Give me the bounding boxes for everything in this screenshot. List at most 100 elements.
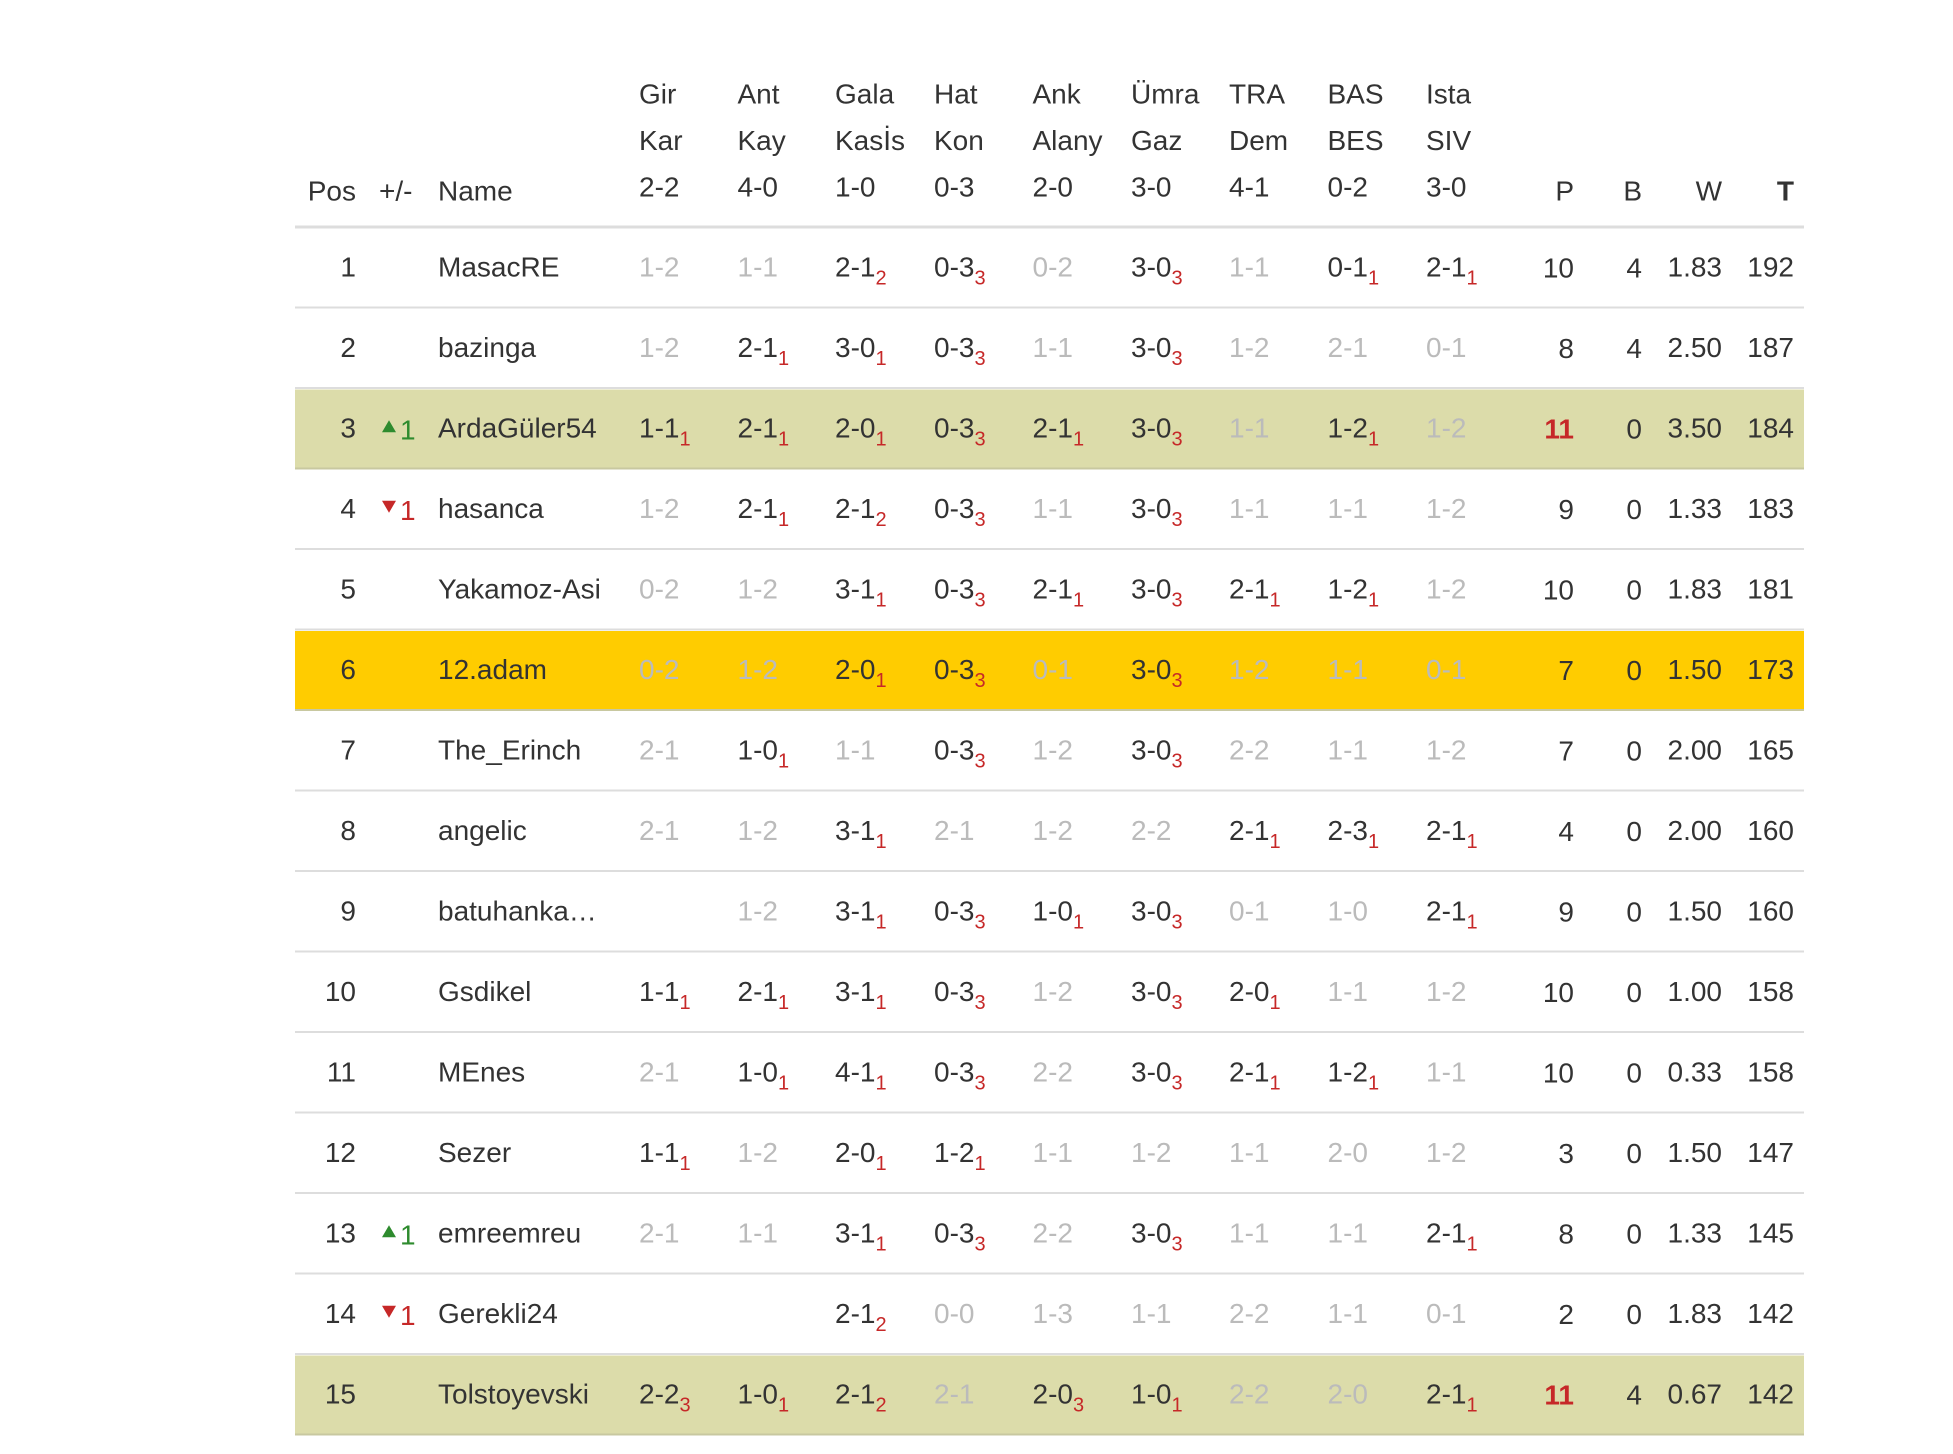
prediction: 1-1: [1229, 1218, 1269, 1249]
prediction-score: 0-3: [934, 252, 974, 283]
prediction: 2-11: [1426, 815, 1478, 853]
prediction: 3-11: [835, 815, 887, 853]
prediction-points: 1: [875, 1153, 886, 1175]
stat-t: 173: [1747, 654, 1794, 685]
stat-header: W: [1696, 175, 1723, 206]
stat-w: 2.50: [1668, 332, 1723, 363]
prediction: 3-03: [1131, 1218, 1183, 1256]
prediction-score: 1-1: [1328, 654, 1368, 685]
position: 1: [340, 252, 356, 283]
prediction: 2-1: [934, 815, 974, 846]
prediction-score: 2-1: [835, 1298, 875, 1329]
prediction-score: 1-1: [738, 1218, 778, 1249]
trend-arrow: [382, 1305, 396, 1318]
prediction-points: 1: [974, 1153, 985, 1175]
prediction-score: 1-1: [738, 252, 778, 283]
prediction-score: 0-1: [1033, 654, 1073, 685]
stat-header: B: [1623, 175, 1642, 206]
prediction-score: 1-1: [1229, 252, 1269, 283]
prediction-points: 3: [1171, 751, 1182, 773]
prediction-score: 0-2: [639, 654, 679, 685]
prediction-score: 0-3: [934, 493, 974, 524]
prediction-score: 2-0: [1328, 1379, 1368, 1410]
prediction: 1-1: [1328, 976, 1368, 1007]
prediction-score: 0-2: [1033, 252, 1073, 283]
prediction-points: 3: [974, 509, 985, 531]
prediction: 2-11: [738, 493, 790, 531]
prediction-score: 1-2: [639, 332, 679, 363]
prediction-points: 1: [1073, 912, 1084, 934]
player-name: emreemreu: [438, 1218, 581, 1249]
prediction-points: 1: [1466, 1234, 1477, 1256]
prediction: 1-1: [1033, 493, 1073, 524]
stat-p: 10: [1543, 575, 1574, 606]
prediction: 0-1: [1033, 654, 1073, 685]
column-header: Name: [438, 175, 513, 206]
prediction-points: 1: [1269, 831, 1280, 853]
prediction-score: 3-1: [835, 815, 875, 846]
stat-b: 0: [1626, 655, 1642, 686]
prediction-points: 2: [875, 268, 886, 290]
match-header: Alany: [1033, 125, 1103, 156]
prediction: 0-2: [639, 654, 679, 685]
stat-w: 0.67: [1668, 1379, 1723, 1410]
stat-t: 147: [1747, 1137, 1794, 1168]
prediction-score: 0-3: [934, 976, 974, 1007]
stat-p: 11: [1544, 1380, 1574, 1411]
prediction-points: 1: [875, 831, 886, 853]
position: 10: [325, 976, 356, 1007]
prediction: 1-1: [738, 1218, 778, 1249]
prediction-score: 0-3: [934, 735, 974, 766]
prediction: 2-11: [1426, 1218, 1478, 1256]
prediction: 1-2: [639, 332, 679, 363]
prediction-score: 0-3: [934, 1057, 974, 1088]
position: 7: [340, 735, 356, 766]
prediction-score: 3-1: [835, 896, 875, 927]
match-header: Ank: [1033, 78, 1082, 109]
player-name: The_Erinch: [438, 735, 581, 766]
prediction: 1-1: [738, 252, 778, 283]
prediction-score: 3-0: [1131, 976, 1171, 1007]
prediction: 3-03: [1131, 574, 1183, 612]
prediction-score: 3-1: [835, 976, 875, 1007]
stat-t: 165: [1747, 735, 1794, 766]
stat-b: 4: [1626, 1380, 1642, 1411]
position: 2: [340, 332, 356, 363]
prediction-score: 1-1: [835, 735, 875, 766]
prediction: 3-03: [1131, 735, 1183, 773]
prediction: 1-11: [639, 1137, 691, 1175]
prediction-score: 1-2: [1328, 413, 1368, 444]
match-header: Ümra: [1131, 78, 1200, 109]
prediction-score: 3-0: [1131, 896, 1171, 927]
prediction-score: 2-1: [639, 1218, 679, 1249]
position: 13: [325, 1218, 356, 1249]
match-header: 4-1: [1229, 171, 1269, 202]
prediction-score: 1-2: [738, 574, 778, 605]
prediction-score: 2-1: [934, 1379, 974, 1410]
prediction-points: 1: [778, 751, 789, 773]
prediction-score: 1-2: [1131, 1137, 1171, 1168]
stat-w: 3.50: [1668, 413, 1723, 444]
prediction: 1-1: [1328, 493, 1368, 524]
stat-p: 11: [1544, 414, 1574, 445]
match-header: SIV: [1426, 125, 1471, 156]
prediction-points: 3: [1171, 912, 1182, 934]
prediction-score: 0-1: [1426, 1298, 1466, 1329]
prediction-score: 0-1: [1229, 896, 1269, 927]
prediction: 1-1: [1328, 654, 1368, 685]
player-name: MasacRE: [438, 252, 559, 283]
prediction-score: 1-0: [738, 1379, 778, 1410]
prediction-score: 1-1: [1328, 1218, 1368, 1249]
prediction: 1-1: [1328, 1218, 1368, 1249]
prediction: 1-2: [738, 1137, 778, 1168]
match-header: 4-0: [738, 171, 778, 202]
prediction: 2-2: [1229, 1298, 1269, 1329]
prediction-score: 2-2: [1131, 815, 1171, 846]
prediction: 1-2: [1033, 735, 1073, 766]
row-highlight: [295, 631, 1804, 710]
prediction: 3-03: [1131, 1057, 1183, 1095]
stat-w: 1.50: [1668, 654, 1723, 685]
prediction: 2-01: [835, 654, 887, 692]
match-header: Ista: [1426, 78, 1472, 109]
